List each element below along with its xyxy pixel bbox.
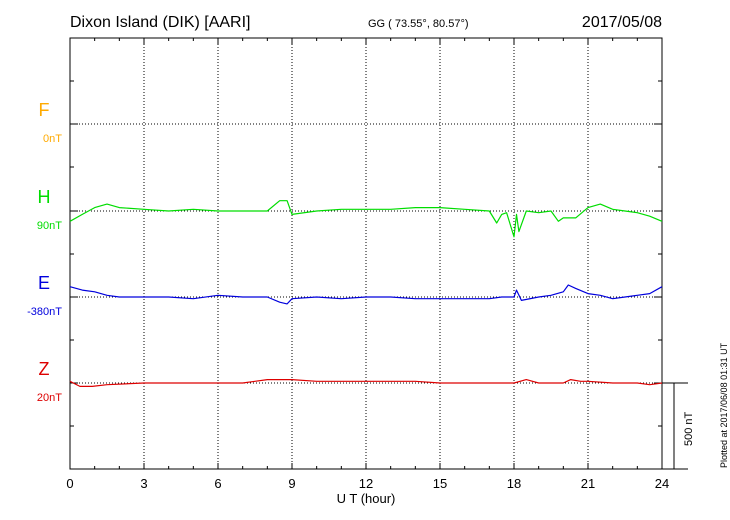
- channel-baseline-z: 20nT: [37, 392, 62, 404]
- station-coords: GG ( 73.55°, 80.57°): [368, 18, 469, 30]
- scale-bar: 500 nT: [662, 382, 695, 470]
- scale-bar-label: 500 nT: [683, 411, 695, 446]
- x-tick-label: 21: [581, 476, 595, 491]
- x-tick-label: 12: [359, 476, 373, 491]
- x-tick-label: 15: [433, 476, 447, 491]
- station-title: Dixon Island (DIK) [AARI]: [70, 14, 251, 31]
- x-tick-label: 0: [66, 476, 73, 491]
- series-line-e: [69, 284, 663, 305]
- chart-date: 2017/05/08: [582, 14, 662, 31]
- x-axis-label: U T (hour): [337, 491, 396, 506]
- channel-label-z: Z: [39, 359, 50, 379]
- plotted-at-note: Plotted at 2017/06/08 01:31 UT: [719, 342, 729, 468]
- channel-baseline-e: -380nT: [27, 306, 62, 318]
- channel-label-e: E: [38, 273, 50, 293]
- channel-baseline-h: 90nT: [37, 220, 62, 232]
- series-layer: [69, 200, 663, 387]
- x-tick-label: 6: [214, 476, 221, 491]
- series-line-h: [69, 200, 663, 238]
- grid-lines: [70, 38, 662, 469]
- channel-label-f: F: [39, 100, 50, 120]
- x-tick-label: 3: [140, 476, 147, 491]
- x-tick-label: 9: [288, 476, 295, 491]
- x-tick-label: 18: [507, 476, 521, 491]
- channel-labels: F 0nT H 90nT E -380nT Z 20nT: [27, 100, 62, 404]
- channel-baseline-f: 0nT: [43, 133, 62, 145]
- series-line-z: [69, 379, 663, 387]
- channel-label-h: H: [38, 187, 51, 207]
- x-tick-label: 24: [655, 476, 669, 491]
- axis-ticks: 0 3 6 9 12 15 18 21 24: [66, 38, 669, 491]
